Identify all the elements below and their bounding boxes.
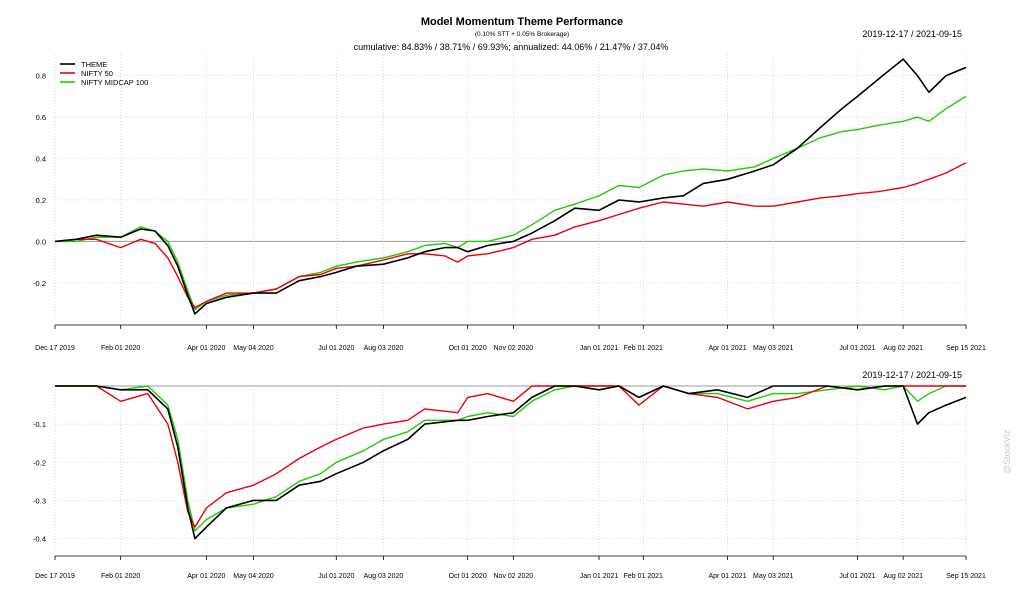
x-tick-label: Apr 01 2020 [187,345,225,352]
series-line-nifty-midcap-100 [55,95,967,311]
x-tick-label: Dec 17 2019 [35,573,75,580]
x-tick-label: Jul 01 2020 [318,573,354,580]
series-line-nifty-50 [55,385,966,528]
legend-label: NIFTY 50 [81,69,113,78]
x-tick-label: Aug 03 2020 [364,573,404,580]
watermark: @StockViz [1002,430,1012,474]
x-tick-label: Jul 01 2021 [839,345,875,352]
legend-label: NIFTY MIDCAP 100 [81,78,148,87]
drawdown-panel: -0.4 -0.3 -0.2 -0.1 Dec 17 2019 Feb 01 2020 Ap… [33,385,986,580]
cumulative-panel: -0.2 0.0 0.2 0.4 0.6 0.8 Dec 17 2019 Feb 01 202… [33,55,986,352]
legend-label: THEME [81,60,107,69]
chart-title: Model Momentum Theme Performance [421,16,623,28]
x-tick-label: Feb 01 2020 [101,573,140,580]
x-tick-label: May 03 2021 [753,573,794,580]
x-tick-label: Nov 02 2020 [494,345,534,352]
x-tick-label: Jan 01 2021 [580,345,619,352]
series-line-theme [55,385,967,540]
x-tick-label: Aug 02 2021 [883,345,923,352]
y-tick-label: 0.0 [36,237,46,246]
x-tick-label: Oct 01 2020 [449,345,487,352]
y-tick-label: -0.4 [33,535,46,544]
y-tick-label: 0.2 [36,196,46,205]
date-range-bottom: 2019-12-17 / 2021-09-15 [862,370,962,380]
y-tick-label: -0.3 [33,496,46,505]
x-tick-label: Jul 01 2021 [839,573,875,580]
x-tick-label: May 04 2020 [233,345,274,352]
series-line-nifty-midcap-100 [55,385,966,532]
x-tick-label: Apr 01 2021 [708,345,746,352]
y-tick-label: -0.2 [33,458,46,467]
x-tick-label: May 03 2021 [753,345,794,352]
date-range-top: 2019-12-17 / 2021-09-15 [862,29,962,39]
x-tick-label: Apr 01 2020 [187,573,225,580]
x-tick-label: May 04 2020 [233,573,274,580]
x-tick-label: Jul 01 2020 [318,345,354,352]
y-tick-label: 0.6 [36,113,46,122]
x-tick-label: Feb 01 2021 [624,573,663,580]
x-tick-label: Sep 15 2021 [946,573,986,580]
y-tick-label: -0.2 [33,279,46,288]
x-tick-label: Jan 01 2021 [580,573,619,580]
x-tick-label: Oct 01 2020 [449,573,487,580]
series-line-nifty-50 [54,162,967,309]
chart-stats: cumulative: 84.83% / 38.71% / 69.93%; an… [354,42,669,52]
x-tick-label: Feb 01 2021 [624,345,663,352]
x-tick-label: Aug 03 2020 [364,345,404,352]
x-tick-label: Dec 17 2019 [35,345,75,352]
x-tick-label: Nov 02 2020 [494,573,534,580]
x-tick-label: Apr 01 2021 [708,573,746,580]
series-line-theme [54,58,967,315]
x-tick-label: Aug 02 2021 [883,573,923,580]
x-tick-label: Feb 01 2020 [101,345,140,352]
y-tick-label: 0.8 [36,72,46,81]
y-tick-label: -0.1 [33,420,46,429]
y-tick-label: 0.4 [36,155,46,164]
x-tick-label: Sep 15 2021 [946,345,986,352]
chart-subtitle: (0.10% STT + 0.05% Brokerage) [475,31,569,38]
